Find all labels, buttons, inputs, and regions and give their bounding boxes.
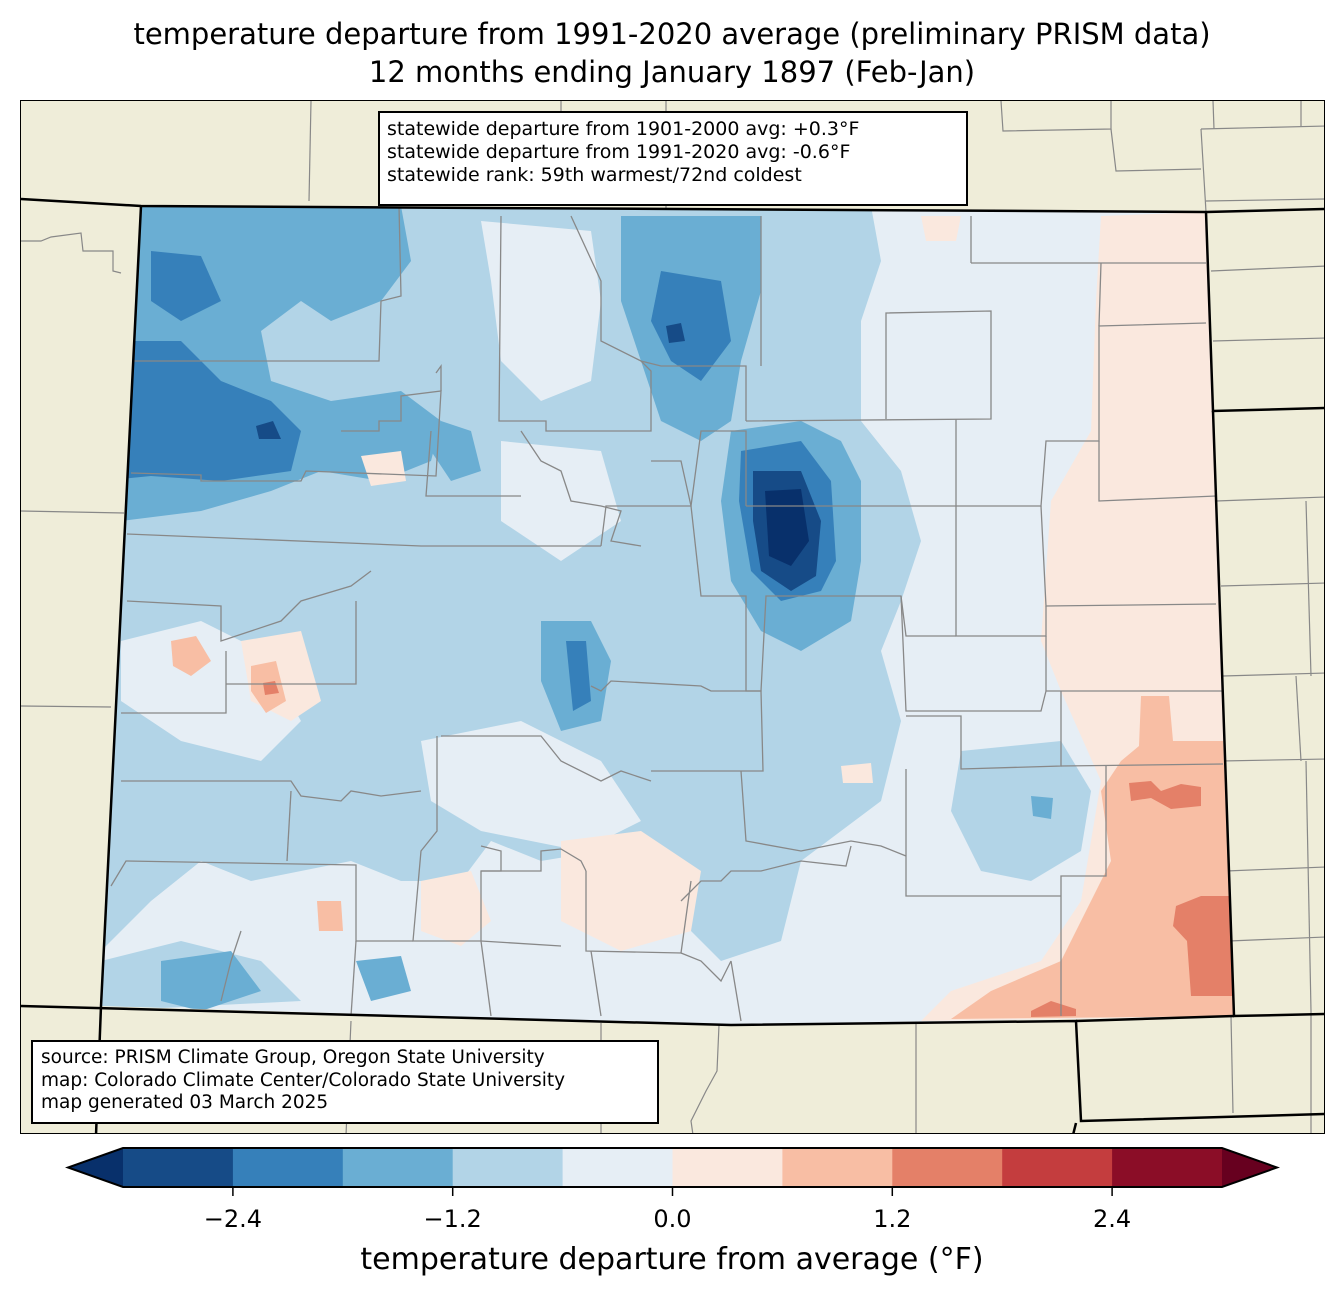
credit-map: map: Colorado Climate Center/Colorado St…: [41, 1069, 566, 1091]
colorbar-bin: [672, 1148, 783, 1187]
anomaly-below-neg3.0: [765, 489, 809, 566]
statewide-stats-box: statewide departure from 1901-2000 avg: …: [378, 111, 968, 206]
colorbar-bin: [123, 1148, 234, 1187]
colorbar-tick-label: 2.4: [1093, 1205, 1132, 1233]
colorbar-tick-label: 1.2: [873, 1205, 912, 1233]
anomaly-bin-0.6-1.2: [951, 696, 1234, 1019]
colorbar-bin: [342, 1148, 454, 1187]
anomaly-bin-neg2.4-neg1.8: [566, 641, 591, 711]
colorbar-bin: [452, 1148, 564, 1187]
colorbar-outline: [65, 1147, 1280, 1188]
anomaly-bin-neg0.6-0: [501, 441, 621, 561]
anomaly-bin-0-0.6: [1041, 212, 1223, 701]
colorbar-label: temperature departure from average (°F): [360, 1242, 984, 1277]
anomaly-bin-0-0.6: [841, 763, 873, 783]
anomaly-bin-0.6-1.2: [171, 636, 211, 676]
colorbar-bin: [1112, 1148, 1223, 1187]
credits-box: source: PRISM Climate Group, Oregon Stat…: [31, 1040, 659, 1124]
anomaly-bin-neg3.0-neg2.4: [256, 421, 281, 439]
anomaly-bin-neg0.6-0: [421, 721, 641, 851]
anomaly-bin-0.6-1.2: [317, 901, 343, 931]
anomaly-bin-1.2-1.8: [1031, 1001, 1076, 1017]
credit-generated: map generated 03 March 2025: [41, 1092, 329, 1113]
anomaly-bin-neg2.4-neg1.8: [101, 341, 301, 481]
temperature-departure-field: [101, 206, 1234, 1025]
anomaly-bin-neg1.8-neg1.2: [356, 956, 411, 1001]
stat-departure-1991-2020: statewide departure from 1991-2020 avg: …: [387, 141, 851, 163]
stat-departure-1901-2000: statewide departure from 1901-2000 avg: …: [387, 118, 860, 140]
colorbar-bin: [1002, 1148, 1113, 1187]
county-lines: [110, 206, 1224, 1022]
map-title: temperature departure from 1991-2020 ave…: [133, 17, 1211, 51]
colorbar-bin: [782, 1148, 893, 1187]
colorbar-bin: [892, 1148, 1003, 1187]
credit-source: source: PRISM Climate Group, Oregon Stat…: [41, 1047, 545, 1068]
colorbar-tick-label: 0.0: [653, 1205, 692, 1233]
anomaly-bin-0-0.6: [921, 216, 961, 241]
colorbar-bin: [232, 1148, 344, 1187]
colorbar-bin: [562, 1148, 673, 1187]
colorbar-tick-label: −1.2: [423, 1205, 482, 1233]
anomaly-bin-0-0.6: [421, 871, 491, 946]
anomaly-bin-neg1.8-neg1.2: [161, 951, 261, 1011]
map-subtitle: 12 months ending January 1897 (Feb-Jan): [368, 55, 976, 89]
anomaly-bin-neg2.4-neg1.8: [151, 251, 221, 321]
colorbar-extend-max: [1222, 1148, 1277, 1187]
colorbar-tick-label: −2.4: [203, 1205, 263, 1233]
anomaly-bin-0-0.6: [361, 451, 406, 486]
colorado-map: [21, 101, 1324, 1133]
anomaly-bin-neg1.8-neg1.2: [1031, 796, 1053, 819]
anomaly-bin-neg3.0-neg2.4: [666, 323, 685, 343]
anomaly-bin-1.2-1.8: [1173, 896, 1233, 996]
anomaly-bin-neg1.8-neg1.2: [431, 421, 481, 481]
anomaly-bin-neg1.2-neg0.6: [951, 741, 1091, 881]
anomaly-bin-1.2-1.8: [1129, 781, 1201, 809]
map-panel: [20, 100, 1325, 1134]
colorbar-extend-min: [68, 1148, 123, 1187]
colorbar: [65, 1147, 1280, 1196]
anomaly-bin-0-0.6: [561, 831, 701, 951]
stat-rank: statewide rank: 59th warmest/72nd coldes…: [387, 164, 802, 186]
anomaly-bin-neg0.6-0: [481, 221, 601, 401]
anomaly-bin-neg2.4-neg1.8: [651, 271, 731, 381]
